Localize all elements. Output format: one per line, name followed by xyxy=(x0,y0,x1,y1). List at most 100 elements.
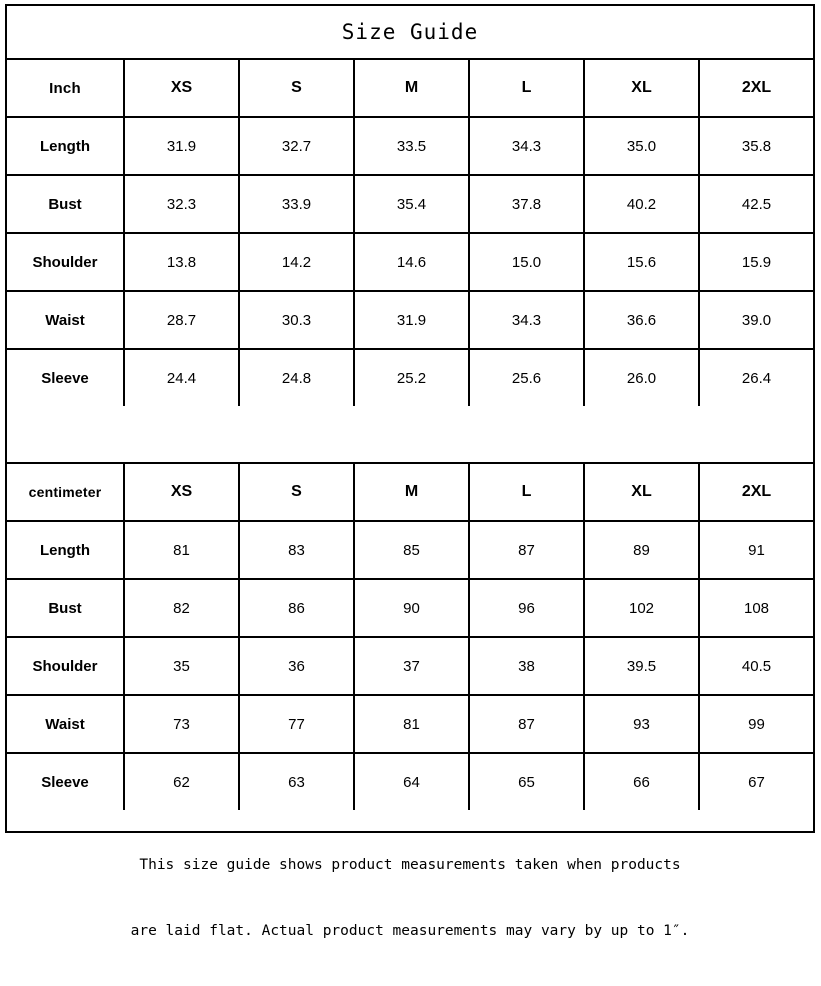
row-label-cell: Waist xyxy=(7,696,125,752)
size-header-xs: XS xyxy=(125,60,240,116)
size-header-xl: XL xyxy=(585,60,700,116)
measurement-cell: 89 xyxy=(585,522,700,578)
table-row: Shoulder 13.8 14.2 14.6 15.0 15.6 15.9 xyxy=(7,234,813,292)
measurement-cell: 81 xyxy=(125,522,240,578)
table-row: Sleeve 24.4 24.8 25.2 25.6 26.0 26.4 xyxy=(7,350,813,406)
measurement-value: 86 xyxy=(288,599,305,617)
size-header-m: M xyxy=(355,60,470,116)
measurement-cell: 36.6 xyxy=(585,292,700,348)
measurement-cell: 34.3 xyxy=(470,292,585,348)
measurement-cell: 28.7 xyxy=(125,292,240,348)
size-header-label: S xyxy=(291,79,302,96)
title-row: Size Guide xyxy=(7,6,813,60)
measurement-cell: 40.2 xyxy=(585,176,700,232)
measurement-value: 13.8 xyxy=(166,253,197,271)
measurement-cell: 99 xyxy=(700,696,813,752)
measurement-value: 102 xyxy=(628,599,655,617)
measurement-value: 81 xyxy=(173,541,190,559)
measurement-cell: 73 xyxy=(125,696,240,752)
measurement-cell: 13.8 xyxy=(125,234,240,290)
measurement-value: 31.9 xyxy=(396,311,427,329)
measurement-cell: 31.9 xyxy=(125,118,240,174)
table-row: Bust 32.3 33.9 35.4 37.8 40.2 42.5 xyxy=(7,176,813,234)
measurement-cell: 93 xyxy=(585,696,700,752)
measurement-value: 85 xyxy=(403,541,420,559)
measurement-value: 25.2 xyxy=(396,369,427,387)
page-title: Size Guide xyxy=(341,20,479,44)
size-header-xl: XL xyxy=(585,464,700,520)
measurement-cell: 86 xyxy=(240,580,355,636)
measurement-value: 37 xyxy=(403,657,420,675)
measurement-cell: 15.9 xyxy=(700,234,813,290)
centimeter-table: centimeter XS S M L XL 2XL Length xyxy=(7,464,813,810)
size-header-xs: XS xyxy=(125,464,240,520)
footer-note-line-2: are laid flat. Actual product measuremen… xyxy=(130,923,690,939)
measurement-value: 28.7 xyxy=(166,311,197,329)
measurement-cell: 36 xyxy=(240,638,355,694)
measurement-value: 40.5 xyxy=(741,657,772,675)
measurement-cell: 66 xyxy=(585,754,700,810)
measurement-cell: 35.0 xyxy=(585,118,700,174)
measurement-cell: 90 xyxy=(355,580,470,636)
size-header-label: 2XL xyxy=(741,483,772,500)
row-label: Sleeve xyxy=(41,369,89,387)
size-header-2xl: 2XL xyxy=(700,60,813,116)
size-header-label: M xyxy=(404,483,419,500)
measurement-cell: 67 xyxy=(700,754,813,810)
measurement-cell: 14.2 xyxy=(240,234,355,290)
measurement-cell: 64 xyxy=(355,754,470,810)
row-label-cell: Waist xyxy=(7,292,125,348)
row-label: Bust xyxy=(48,195,82,213)
measurement-cell: 35.8 xyxy=(700,118,813,174)
measurement-value: 87 xyxy=(518,715,535,733)
measurement-cell: 25.2 xyxy=(355,350,470,406)
measurement-cell: 32.7 xyxy=(240,118,355,174)
measurement-value: 63 xyxy=(288,773,305,791)
measurement-value: 35 xyxy=(173,657,190,675)
measurement-cell: 91 xyxy=(700,522,813,578)
size-guide-table: Size Guide Inch XS S M L XL 2XL xyxy=(5,4,815,939)
measurement-value: 96 xyxy=(518,599,535,617)
measurement-value: 26.4 xyxy=(741,369,772,387)
measurement-value: 35.4 xyxy=(396,195,427,213)
measurement-cell: 30.3 xyxy=(240,292,355,348)
measurement-value: 77 xyxy=(288,715,305,733)
size-header-m: M xyxy=(355,464,470,520)
measurement-value: 62 xyxy=(173,773,190,791)
size-header-l: L xyxy=(470,464,585,520)
measurement-value: 36 xyxy=(288,657,305,675)
measurement-value: 73 xyxy=(173,715,190,733)
row-label: Sleeve xyxy=(41,773,89,791)
measurement-value: 40.2 xyxy=(626,195,657,213)
unit-header-label: Inch xyxy=(49,79,81,97)
measurement-value: 83 xyxy=(288,541,305,559)
measurement-value: 30.3 xyxy=(281,311,312,329)
row-label-cell: Sleeve xyxy=(7,754,125,810)
measurement-value: 38 xyxy=(518,657,535,675)
measurement-value: 15.9 xyxy=(741,253,772,271)
measurement-value: 31.9 xyxy=(166,137,197,155)
measurement-value: 42.5 xyxy=(741,195,772,213)
measurement-cell: 26.0 xyxy=(585,350,700,406)
measurement-value: 64 xyxy=(403,773,420,791)
row-label: Bust xyxy=(48,599,82,617)
table-row: Sleeve 62 63 64 65 66 67 xyxy=(7,754,813,810)
measurement-cell: 37 xyxy=(355,638,470,694)
measurement-cell: 24.8 xyxy=(240,350,355,406)
measurement-value: 65 xyxy=(518,773,535,791)
size-header-label: M xyxy=(404,79,419,96)
size-header-label: XS xyxy=(170,79,193,96)
measurement-value: 81 xyxy=(403,715,420,733)
measurement-cell: 15.0 xyxy=(470,234,585,290)
row-label-cell: Shoulder xyxy=(7,234,125,290)
size-header-label: XL xyxy=(631,483,652,500)
unit-header-centimeter: centimeter xyxy=(7,464,125,520)
measurement-cell: 35 xyxy=(125,638,240,694)
measurement-value: 93 xyxy=(633,715,650,733)
measurement-value: 91 xyxy=(748,541,765,559)
row-label-cell: Length xyxy=(7,118,125,174)
row-label-cell: Sleeve xyxy=(7,350,125,406)
measurement-cell: 87 xyxy=(470,696,585,752)
size-header-s: S xyxy=(240,60,355,116)
measurement-value: 34.3 xyxy=(511,137,542,155)
